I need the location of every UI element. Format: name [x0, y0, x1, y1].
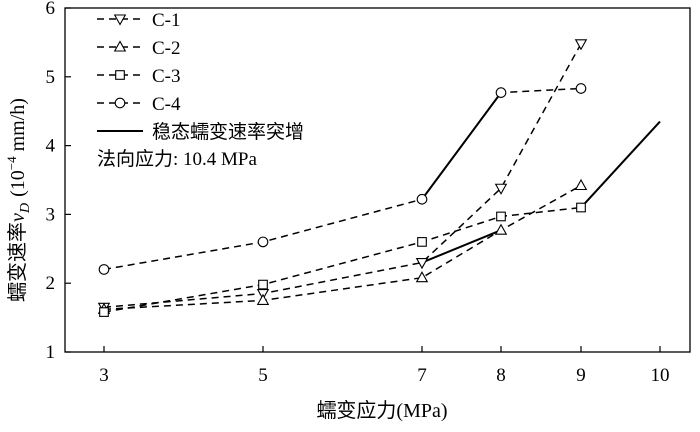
x-tick-label: 9	[576, 365, 586, 386]
jump-segment-3	[580, 120, 661, 209]
y-tick-label: 6	[46, 0, 56, 19]
legend-marker-c-3	[115, 70, 125, 80]
data-point-c-1	[415, 258, 429, 270]
y-axis-title-subscript: D	[18, 203, 33, 214]
data-point-c-4	[98, 264, 110, 275]
data-point-c-4	[257, 236, 269, 248]
legend-marker-c-4	[114, 97, 126, 109]
y-tick-label: 3	[46, 204, 56, 225]
svg-text:蠕变速率vD(10−4 mm/h): 蠕变速率vD (10−4 mm/h)	[4, 98, 33, 302]
series-line-c-4	[103, 87, 582, 271]
axes: 3 5 7 8 9 10 1 2 3 4 5 6	[46, 0, 691, 386]
data-point-c-1	[574, 39, 588, 51]
data-point-c-2	[256, 293, 270, 305]
data-point-c-2	[494, 223, 508, 235]
jump-segment-1	[421, 92, 502, 200]
y-axis-title-unit-exp: −4	[4, 156, 19, 170]
series-line-c-1	[103, 43, 582, 309]
x-tick-label: 3	[99, 365, 109, 386]
series-layer	[97, 39, 661, 317]
y-axis-title-unit-open: (10	[7, 170, 29, 197]
data-point-c-3	[576, 202, 586, 213]
legend-marker-c-1	[113, 14, 127, 26]
plot-frame	[64, 7, 691, 353]
data-point-c-4	[495, 87, 507, 98]
x-tick-label: 5	[258, 365, 268, 386]
y-axis-title-symbol: v	[7, 213, 29, 222]
x-tick-label: 8	[496, 365, 506, 386]
y-axis-title: 蠕变速率vD (10−4 mm/h)	[4, 98, 33, 302]
data-point-c-3	[258, 279, 268, 290]
y-tick-label: 1	[46, 342, 56, 363]
y-tick-label: 5	[46, 67, 56, 88]
legend-marker-c-2	[113, 40, 127, 52]
data-point-c-3	[99, 307, 109, 317]
data-point-c-1	[494, 183, 508, 195]
x-tick-label: 10	[651, 365, 670, 386]
jump-segment-2	[421, 229, 502, 264]
data-point-c-4	[416, 193, 428, 205]
y-tick-label: 4	[46, 136, 56, 157]
x-tick-label: 7	[417, 365, 427, 386]
y-axis-title-main: 蠕变速率	[6, 222, 29, 302]
legend-label-jump: 稳态蠕变速率突增	[152, 121, 304, 143]
data-point-c-2	[574, 178, 588, 191]
y-axis-title-unit-close: mm/h)	[7, 98, 29, 156]
y-tick-label: 2	[46, 273, 56, 294]
x-axis-title: 蠕变应力(MPa)	[316, 399, 447, 422]
data-point-c-4	[575, 83, 587, 94]
data-point-c-3	[496, 211, 506, 222]
note-text: 法向应力: 10.4 MPa	[97, 148, 257, 170]
series-line-c-3	[103, 206, 582, 313]
legend-label-c-1: C-1	[152, 10, 181, 31]
data-point-c-3	[417, 237, 427, 247]
legend-label-c-4: C-4	[152, 94, 181, 115]
data-point-c-2	[415, 271, 429, 283]
legend: C-1 C-2 C-3 C-4 稳态蠕变速率突增	[97, 10, 304, 143]
legend-label-c-3: C-3	[152, 66, 181, 87]
series-line-c-2	[103, 184, 582, 311]
legend-label-c-2: C-2	[152, 38, 181, 59]
